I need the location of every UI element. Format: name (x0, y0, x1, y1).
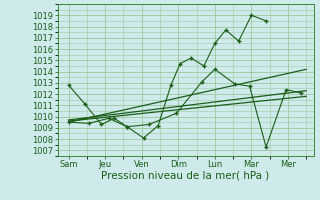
X-axis label: Pression niveau de la mer( hPa ): Pression niveau de la mer( hPa ) (101, 171, 270, 181)
